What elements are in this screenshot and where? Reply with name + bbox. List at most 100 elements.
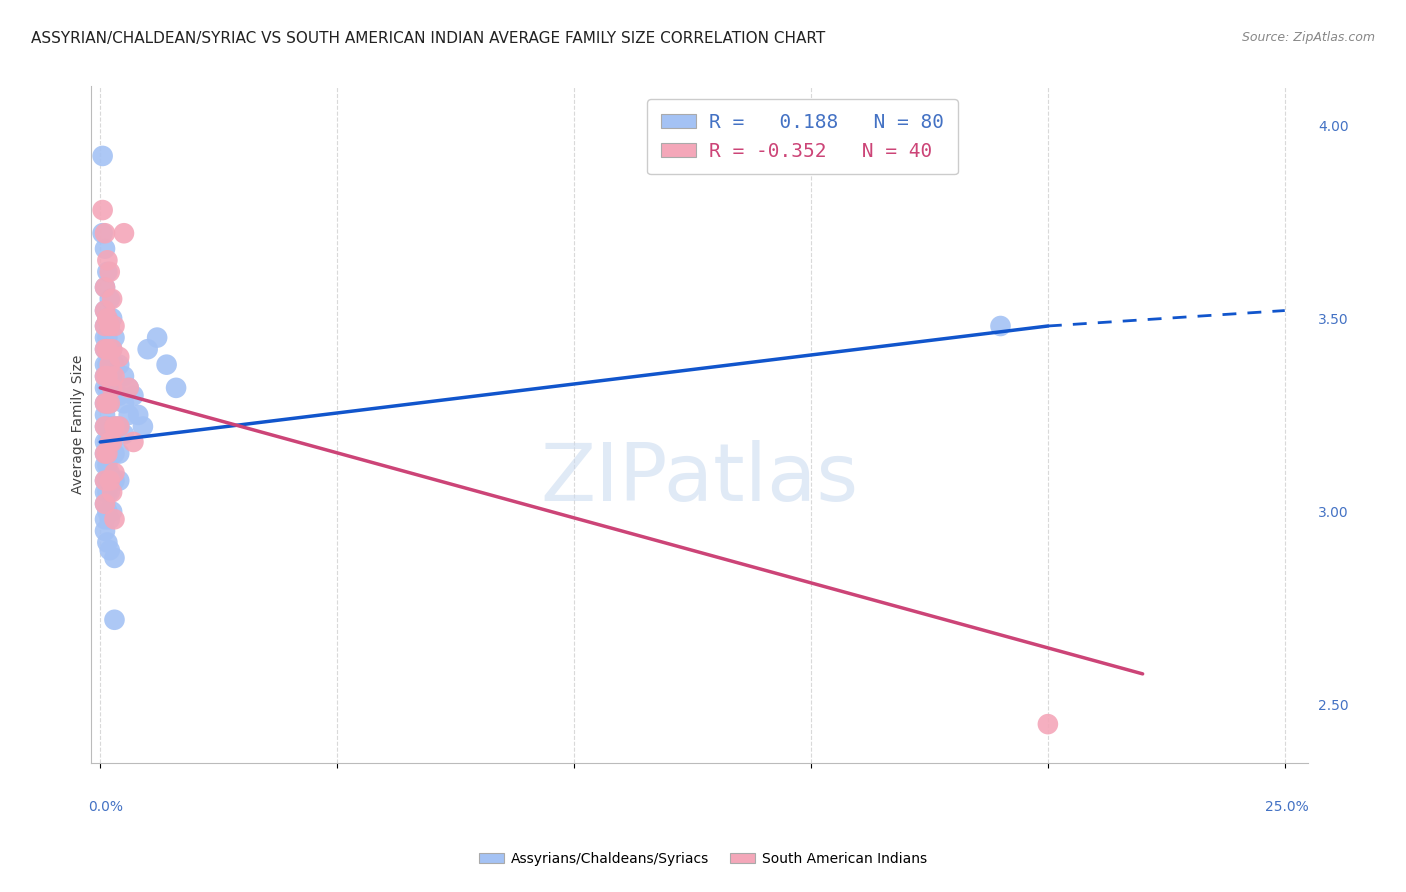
Y-axis label: Average Family Size: Average Family Size [72, 355, 86, 494]
Point [103, 330, 125, 344]
Point [101, 504, 124, 518]
Point [101, 381, 124, 395]
Point [103, 512, 125, 526]
Point [103, 466, 125, 480]
Point [94, 242, 117, 256]
Point [98, 369, 121, 384]
Point [127, 408, 149, 422]
Point [98, 396, 121, 410]
Point [98, 419, 121, 434]
Point [98, 292, 121, 306]
Point [101, 474, 124, 488]
Point [165, 381, 187, 395]
Point [132, 419, 155, 434]
Point [122, 388, 145, 402]
Point [118, 408, 141, 422]
Point [96, 396, 118, 410]
Point [108, 358, 131, 372]
Point [94, 434, 117, 449]
Point [103, 446, 125, 460]
Point [94, 280, 117, 294]
Point [112, 226, 135, 240]
Point [94, 474, 117, 488]
Point [96, 342, 118, 356]
Point [94, 524, 117, 538]
Point [103, 613, 125, 627]
Point [118, 381, 141, 395]
Point [94, 303, 117, 318]
Point [103, 550, 125, 565]
Point [146, 330, 169, 344]
Point [98, 512, 121, 526]
Point [96, 504, 118, 518]
Point [101, 434, 124, 449]
Point [94, 485, 117, 500]
Point [98, 543, 121, 558]
Point [94, 369, 117, 384]
Point [96, 265, 118, 279]
Point [96, 474, 118, 488]
Point [108, 474, 131, 488]
Point [98, 485, 121, 500]
Point [98, 396, 121, 410]
Point [94, 342, 117, 356]
Point [94, 226, 117, 240]
Point [96, 485, 118, 500]
Point [108, 419, 131, 434]
Point [98, 318, 121, 333]
Point [96, 311, 118, 326]
Point [103, 388, 125, 402]
Legend: R =   0.188   N = 80, R = -0.352   N = 40: R = 0.188 N = 80, R = -0.352 N = 40 [647, 100, 957, 175]
Point [96, 358, 118, 372]
Point [101, 311, 124, 326]
Point [98, 466, 121, 480]
Point [94, 446, 117, 460]
Point [94, 358, 117, 372]
Point [96, 458, 118, 472]
Point [122, 434, 145, 449]
Point [98, 434, 121, 449]
Text: ASSYRIAN/CHALDEAN/SYRIAC VS SOUTH AMERICAN INDIAN AVERAGE FAMILY SIZE CORRELATIO: ASSYRIAN/CHALDEAN/SYRIAC VS SOUTH AMERIC… [31, 31, 825, 46]
Point [91, 202, 114, 217]
Point [96, 253, 118, 268]
Point [96, 446, 118, 460]
Point [98, 358, 121, 372]
Point [96, 535, 118, 549]
Point [118, 381, 141, 395]
Point [94, 458, 117, 472]
Point [94, 497, 117, 511]
Point [108, 446, 131, 460]
Point [101, 369, 124, 384]
Point [103, 419, 125, 434]
Point [94, 369, 117, 384]
Point [98, 446, 121, 460]
Point [94, 330, 117, 344]
Point [101, 419, 124, 434]
Point [108, 350, 131, 364]
Point [96, 434, 118, 449]
Point [103, 358, 125, 372]
Point [96, 311, 118, 326]
Point [94, 512, 117, 526]
Point [101, 446, 124, 460]
Point [1036, 717, 1059, 731]
Point [101, 292, 124, 306]
Point [94, 381, 117, 395]
Point [108, 419, 131, 434]
Point [98, 474, 121, 488]
Point [98, 342, 121, 356]
Point [101, 388, 124, 402]
Point [108, 388, 131, 402]
Point [94, 280, 117, 294]
Point [112, 369, 135, 384]
Point [94, 419, 117, 434]
Point [96, 396, 118, 410]
Point [91, 226, 114, 240]
Point [101, 342, 124, 356]
Point [990, 318, 1012, 333]
Point [96, 419, 118, 434]
Point [94, 446, 117, 460]
Point [98, 265, 121, 279]
Point [94, 396, 117, 410]
Point [94, 474, 117, 488]
